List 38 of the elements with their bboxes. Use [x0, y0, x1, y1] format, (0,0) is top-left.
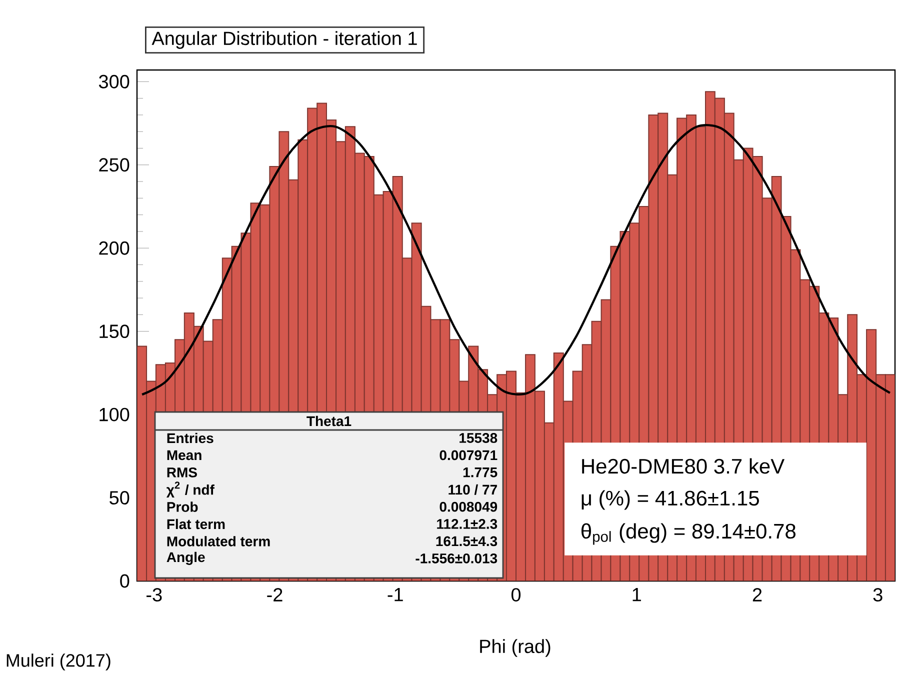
x-tick-label: -3 [146, 588, 162, 602]
y-tick-label: 300 [98, 74, 130, 88]
annotation: Mean [167, 450, 202, 460]
x-tick-label: -2 [267, 588, 282, 602]
x-tick-label: 0 [511, 588, 521, 602]
x-tick-label: 3 [873, 588, 882, 602]
annotation: Theta1 [306, 416, 352, 426]
annotation: -1.556±0.013 [416, 553, 498, 564]
annotation: 112.1±2.3 [437, 519, 498, 529]
text: Muleri (2017) [6, 654, 110, 670]
annotation: 15538 [460, 433, 498, 443]
y-tick-label: 200 [99, 241, 130, 255]
y-tick-label: 0 [120, 574, 130, 588]
line-series [140, 124, 892, 396]
annotation: Modulated term [167, 536, 270, 546]
chart-title: Angular Distribution - iteration 1 [152, 31, 417, 49]
annotation: Prob [167, 502, 198, 512]
y-tick-label: 100 [100, 408, 130, 422]
y-tick-label: 150 [100, 324, 130, 338]
annotation: He20-DME80 3.7 keV [582, 458, 785, 474]
annotation: 0.007971 [440, 450, 498, 460]
annotation: Entries [167, 432, 214, 444]
x-tick-label: -1 [388, 588, 403, 602]
x-axis-title: Phi (rad) [480, 639, 550, 657]
annotation: χ$^{2}$ / ndf [166, 482, 214, 498]
annotation: Angle [166, 552, 205, 565]
annotation: 110 / 77 [448, 484, 497, 495]
annotation: 1.775 [463, 468, 498, 478]
annotation: 161.5±4.3 [436, 536, 498, 546]
annotation: μ (%) = 41.86±1.15 [582, 490, 759, 510]
y-tick-label: 50 [110, 491, 130, 505]
annotation: θ$_{pol}$ (deg) = 89.14±0.78 [582, 523, 796, 545]
y-tick-label: 250 [99, 158, 130, 172]
annotation: 0.008049 [440, 502, 498, 512]
annotation: Flat term [167, 518, 225, 530]
annotation: RMS [167, 467, 197, 478]
x-tick-label: 1 [632, 588, 641, 602]
x-tick-label: 2 [752, 588, 762, 602]
